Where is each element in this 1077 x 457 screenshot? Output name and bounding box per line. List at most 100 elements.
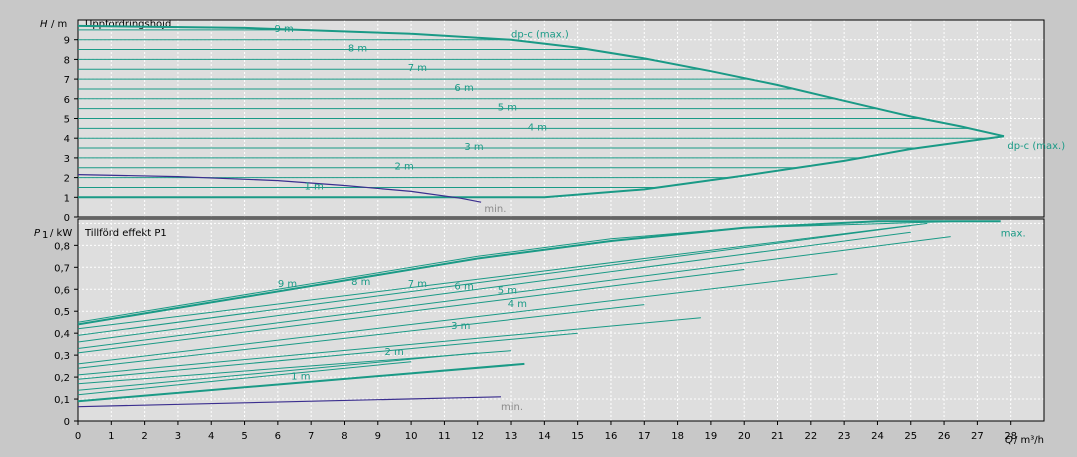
power-curve-label: 6 m xyxy=(454,281,473,292)
xtick-label: 15 xyxy=(571,431,584,442)
xtick-label: 10 xyxy=(405,431,418,442)
xtick-label: 5 xyxy=(241,431,247,442)
xtick-label: 22 xyxy=(804,431,817,442)
xtick-label: 3 xyxy=(175,431,181,442)
xtick-label: 0 xyxy=(75,431,81,442)
power-plot-area xyxy=(78,219,1044,421)
power-intermediate-line xyxy=(77,361,412,396)
xlabel-unit: / m³/h xyxy=(1014,435,1044,446)
head-panel-title: Uppfordringshöjd xyxy=(85,19,171,30)
power-ylabel-subscript: 1 xyxy=(42,230,48,241)
xtick-label: 27 xyxy=(971,431,984,442)
xtick-label: 16 xyxy=(605,431,618,442)
head-curve-label: 4 m xyxy=(528,122,547,133)
power-panel-title: Tillförd effekt P1 xyxy=(84,228,167,239)
power-curve-label: min. xyxy=(501,402,523,413)
power-ytick-label: 0,5 xyxy=(54,307,70,318)
head-curve-label: 7 m xyxy=(408,63,427,74)
xtick-label: 21 xyxy=(771,431,784,442)
xtick-label: 4 xyxy=(208,431,214,442)
xtick-label: 14 xyxy=(538,431,551,442)
power-curve-1-m xyxy=(77,362,525,403)
head-curve-label: 1 m xyxy=(305,181,324,192)
head-curve-label: dp-c (max.) xyxy=(1007,141,1065,152)
head-ytick-label: 2 xyxy=(64,174,70,185)
xtick-label: 19 xyxy=(705,431,718,442)
head-ytick-label: 8 xyxy=(64,55,70,66)
power-curve-label: 8 m xyxy=(351,277,370,288)
power-ytick-label: 0,2 xyxy=(54,373,70,384)
power-curve-label: max. xyxy=(1001,229,1026,240)
power-intermediate-line xyxy=(77,352,478,391)
head-max-curve xyxy=(77,24,1005,138)
power-intermediate-line xyxy=(77,269,745,354)
head-ytick-label: 4 xyxy=(64,134,70,145)
power-ytick-label: 0,8 xyxy=(54,241,70,252)
xtick-label: 23 xyxy=(838,431,851,442)
head-ylabel-symbol: H xyxy=(40,19,48,30)
xtick-label: 20 xyxy=(738,431,751,442)
head-panel-labels: H / m Uppfordringshöjd xyxy=(40,19,171,30)
power-curve-label: 1 m xyxy=(291,371,310,382)
power-ytick-label: 0,6 xyxy=(54,285,70,296)
power-curve-7-m xyxy=(77,225,911,336)
xtick-label: 24 xyxy=(871,431,884,442)
power-ytick-label: 0,4 xyxy=(54,329,70,340)
power-curve-label: 7 m xyxy=(408,279,427,290)
xtick-label: 12 xyxy=(471,431,484,442)
power-panel-labels: P 1 / kW Tillförd effekt P1 xyxy=(34,228,167,241)
power-ylabel-unit: / kW xyxy=(50,228,72,239)
power-curve-min- xyxy=(77,396,502,408)
head-ytick-label: 9 xyxy=(64,36,70,47)
xtick-label: 28 xyxy=(1004,431,1017,442)
power-ytick-label: 0,7 xyxy=(54,263,70,274)
head-curve-label: 9 m xyxy=(275,24,294,35)
head-curve-label: 5 m xyxy=(498,103,517,114)
power-ylabel-symbol: P xyxy=(34,228,41,239)
power-intermediate-line xyxy=(77,332,578,380)
head-ylabel-unit: / m xyxy=(51,19,67,30)
x-axis-label: Q / m³/h xyxy=(1005,435,1044,446)
head-curve-label: 3 m xyxy=(464,142,483,153)
head-ytick-label: 7 xyxy=(64,75,70,86)
xtick-label: 1 xyxy=(108,431,114,442)
power-curve-6-m xyxy=(77,231,911,343)
power-intermediate-line xyxy=(77,304,645,369)
head-ytick-label: 0 xyxy=(64,213,70,224)
power-curve-label: 9 m xyxy=(278,279,297,290)
power-curve-label: 4 m xyxy=(508,299,527,310)
xlabel-symbol: Q xyxy=(1005,435,1013,446)
xtick-label: 8 xyxy=(341,431,347,442)
head-curve-label: 6 m xyxy=(454,83,473,94)
power-curves xyxy=(77,220,1001,408)
head-curve-label: 8 m xyxy=(348,44,367,55)
head-ytick-label: 5 xyxy=(64,115,70,126)
head-ytick-label: 3 xyxy=(64,154,70,165)
xtick-label: 18 xyxy=(671,431,684,442)
head-curve-label: min. xyxy=(484,204,506,215)
power-curve-9-m xyxy=(77,220,961,323)
power-frame xyxy=(77,218,1045,422)
xtick-label: 2 xyxy=(141,431,147,442)
xtick-label: 11 xyxy=(438,431,451,442)
xtick-label: 9 xyxy=(375,431,381,442)
power-curve-label: 3 m xyxy=(451,321,470,332)
head-curve-label: 2 m xyxy=(394,162,413,173)
head-curve-label: dp-c (max.) xyxy=(511,30,569,41)
head-lower-envelope xyxy=(78,135,1005,199)
xtick-label: 6 xyxy=(275,431,281,442)
power-curve-label: 5 m xyxy=(498,286,517,297)
head-min-curve xyxy=(77,174,482,203)
power-curve-8-m xyxy=(77,222,928,330)
power-curve-3-m xyxy=(77,317,701,376)
power-curve-4-m xyxy=(77,273,838,365)
xtick-label: 13 xyxy=(505,431,518,442)
head-ytick-label: 6 xyxy=(64,95,70,106)
xtick-label: 26 xyxy=(938,431,951,442)
head-curves xyxy=(77,24,1005,203)
head-ytick-label: 1 xyxy=(64,193,70,204)
power-curve-label: 2 m xyxy=(384,347,403,358)
power-ytick-label: 0,3 xyxy=(54,351,70,362)
xtick-label: 7 xyxy=(308,431,314,442)
